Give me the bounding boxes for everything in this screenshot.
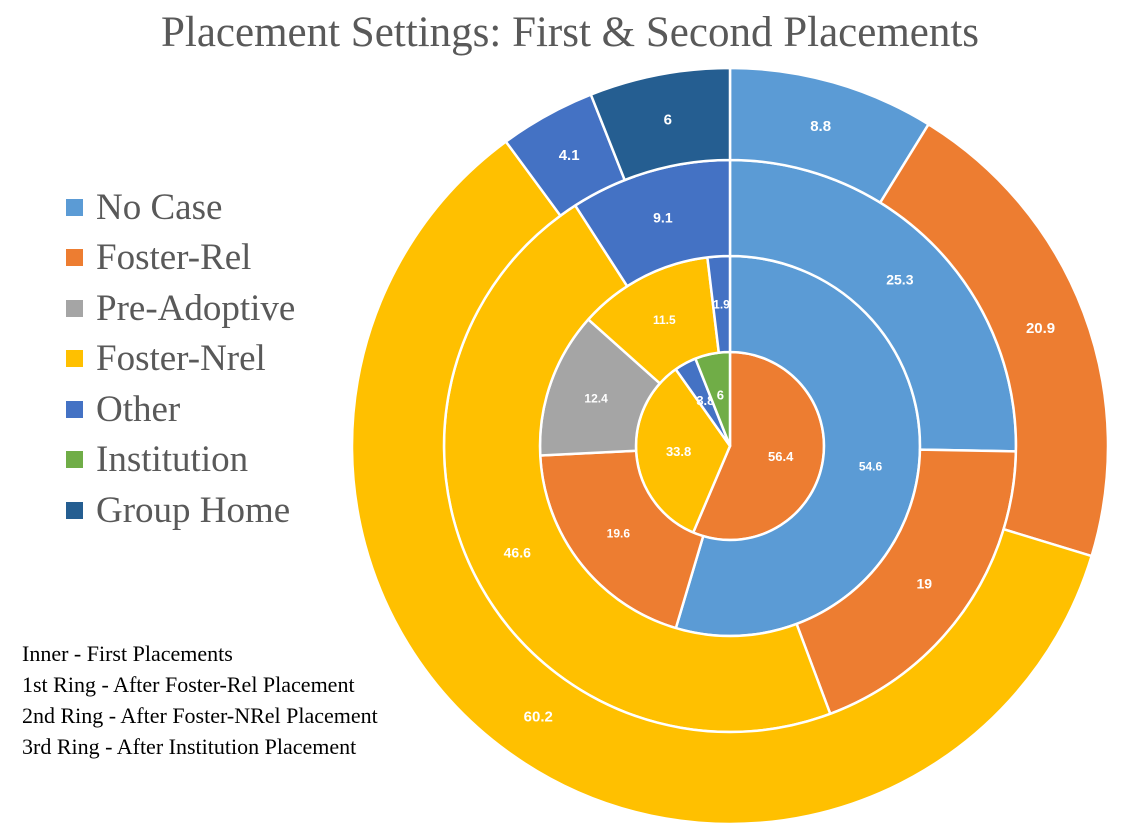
data-label: 4.1	[559, 147, 580, 164]
chart-title: Placement Settings: First & Second Place…	[160, 9, 980, 56]
legend-swatch	[66, 350, 83, 368]
legend-label: Foster-Nrel	[96, 338, 266, 380]
data-label: 1.9	[713, 297, 730, 311]
data-label: 33.8	[666, 444, 691, 459]
legend-item: Pre-Adoptive	[66, 283, 295, 334]
ring-3-segment	[350, 140, 1093, 826]
note-inner: Inner - First Placements	[22, 641, 233, 666]
data-label: 19	[916, 575, 932, 591]
data-label: 25.3	[886, 271, 913, 287]
note-ring-3: 3rd Ring - After Institution Placement	[22, 734, 357, 759]
legend-item: Institution	[66, 435, 295, 486]
note-ring-2: 2nd Ring - After Foster-NRel Placement	[22, 703, 378, 728]
legend-swatch	[66, 299, 83, 317]
legend-swatch	[66, 400, 83, 418]
legend-label: Foster-Rel	[96, 237, 252, 279]
chart-legend: No Case Foster-Rel Pre-Adoptive Foster-Nrel…	[66, 182, 295, 536]
legend-label: Pre-Adoptive	[96, 287, 296, 329]
ring-notes: Inner - First Placements 1st Ring - Afte…	[22, 638, 378, 762]
data-label: 11.5	[653, 313, 676, 327]
legend-item: Other	[66, 384, 295, 435]
data-label: 19.6	[607, 527, 631, 541]
legend-label: Other	[96, 388, 181, 430]
note-ring-1: 1st Ring - After Foster-Rel Placement	[22, 672, 355, 697]
legend-item: No Case	[66, 182, 295, 233]
data-label: 54.6	[859, 459, 883, 473]
legend-swatch	[66, 501, 83, 519]
legend-item: Group Home	[66, 485, 295, 536]
data-label: 9.1	[653, 210, 673, 226]
data-label: 20.9	[1026, 320, 1055, 337]
legend-item: Foster-Rel	[66, 233, 295, 284]
data-label: 6	[664, 111, 672, 128]
data-label: 56.4	[768, 449, 794, 464]
data-label: 6	[717, 388, 724, 403]
data-label: 60.2	[524, 709, 553, 726]
legend-label: No Case	[96, 186, 223, 228]
data-label: 8.8	[810, 118, 831, 135]
legend-swatch	[66, 451, 83, 469]
legend-label: Institution	[96, 439, 249, 481]
data-label: 46.6	[504, 545, 531, 561]
data-label: 12.4	[584, 392, 608, 406]
legend-label: Group Home	[96, 489, 291, 531]
legend-item: Foster-Nrel	[66, 334, 295, 385]
legend-swatch	[66, 249, 83, 267]
ring-3-segment	[589, 66, 732, 182]
legend-swatch	[66, 198, 83, 216]
